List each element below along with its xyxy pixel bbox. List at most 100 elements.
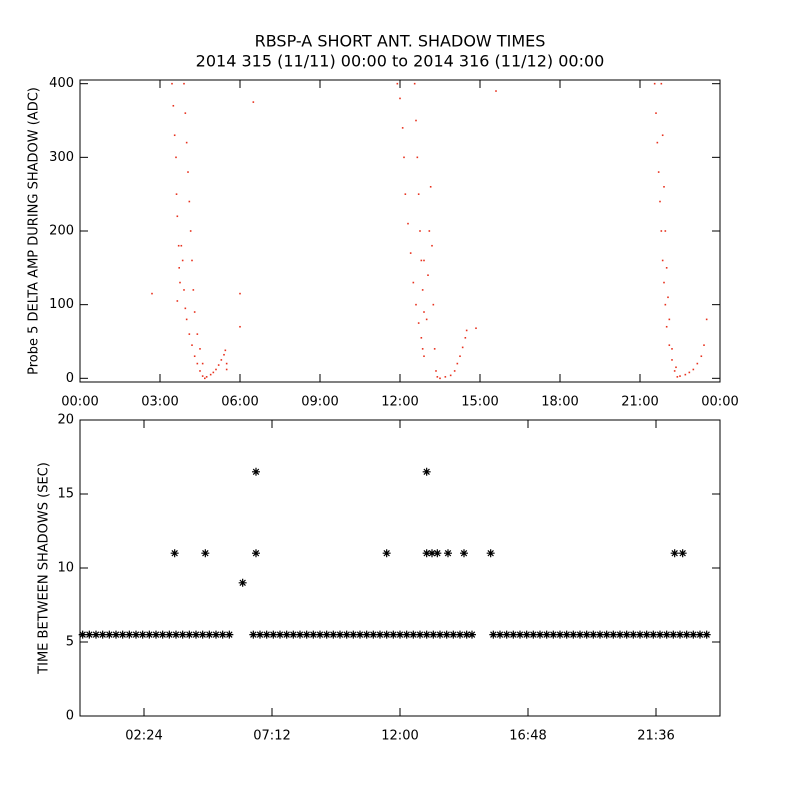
asterisk-point [522,630,531,639]
asterisk-point [602,630,611,639]
point [407,222,409,225]
point [661,134,664,137]
point [676,376,679,378]
point [495,90,497,92]
y-tick-label: 0 [66,371,74,386]
point [204,377,206,380]
point [673,370,676,372]
y-tick-label: 100 [49,297,74,312]
point [417,193,420,195]
asterisk-point [456,630,464,639]
asterisk-point [276,630,284,639]
asterisk-point [682,630,691,639]
point [403,156,405,159]
asterisk-point [302,630,311,639]
asterisk-point [376,630,384,639]
point [657,171,660,173]
asterisk-point [201,549,210,558]
point [224,349,227,352]
x-tick-label: 15:00 [461,395,498,410]
asterisk-point [382,630,391,639]
point [409,252,412,254]
point [664,230,667,232]
asterisk-point [616,630,624,639]
point [184,112,187,114]
point [176,215,179,218]
asterisk-point [172,630,180,639]
point [180,244,183,247]
asterisk-point [309,630,318,639]
point [239,292,241,295]
point [404,193,407,195]
asterisk-point [582,630,591,639]
asterisk-point [165,630,174,639]
asterisk-point [356,630,364,639]
point [412,281,415,284]
point [679,375,681,377]
point [475,327,477,330]
point [401,127,404,129]
asterisk-point [249,630,258,639]
point [415,119,417,122]
point [665,325,668,328]
y-tick-label: 15 [57,487,74,502]
point [431,244,433,247]
point [172,104,175,107]
point [421,348,424,350]
point [179,281,181,284]
chart-title: RBSP-A SHORT ANT. SHADOW TIMES [255,32,546,51]
asterisk-point [656,630,664,639]
asterisk-point [178,630,187,639]
asterisk-point [444,549,452,558]
asterisk-point [460,549,468,558]
asterisk-point [256,630,264,639]
point [175,193,178,195]
point [660,230,663,232]
asterisk-point [429,630,438,639]
x-tick-label: 12:00 [381,395,418,410]
asterisk-point [442,630,451,639]
point [668,318,671,321]
point [399,97,401,100]
point [209,373,212,376]
asterisk-point [212,630,220,639]
asterisk-point [145,630,154,639]
x-tick-label: 21:36 [637,729,674,744]
point [201,375,204,377]
point [178,267,180,269]
asterisk-point [509,630,518,639]
point [668,344,671,346]
point [199,370,201,372]
point [191,259,193,262]
asterisk-point [622,630,631,639]
x-tick-label: 03:00 [141,395,178,410]
point [432,303,435,306]
point [192,289,195,291]
asterisk-point [396,630,404,639]
asterisk-point [689,630,698,639]
asterisk-point [402,630,411,639]
point [659,200,661,203]
asterisk-point [205,630,214,639]
asterisk-point [78,630,87,639]
point [692,368,695,371]
asterisk-point [105,630,114,639]
point [444,376,447,378]
point [212,371,215,374]
point [215,368,217,371]
point [705,318,708,321]
point [181,259,184,262]
point [429,186,432,188]
point [220,359,223,361]
point [653,82,656,85]
asterisk-point [428,549,436,558]
point [421,289,424,291]
point [433,348,436,350]
asterisk-point [576,630,584,639]
y-tick-label: 0 [66,709,74,724]
asterisk-point [669,630,678,639]
y-tick-label: 300 [49,150,74,165]
point [427,274,429,276]
point [419,230,421,232]
